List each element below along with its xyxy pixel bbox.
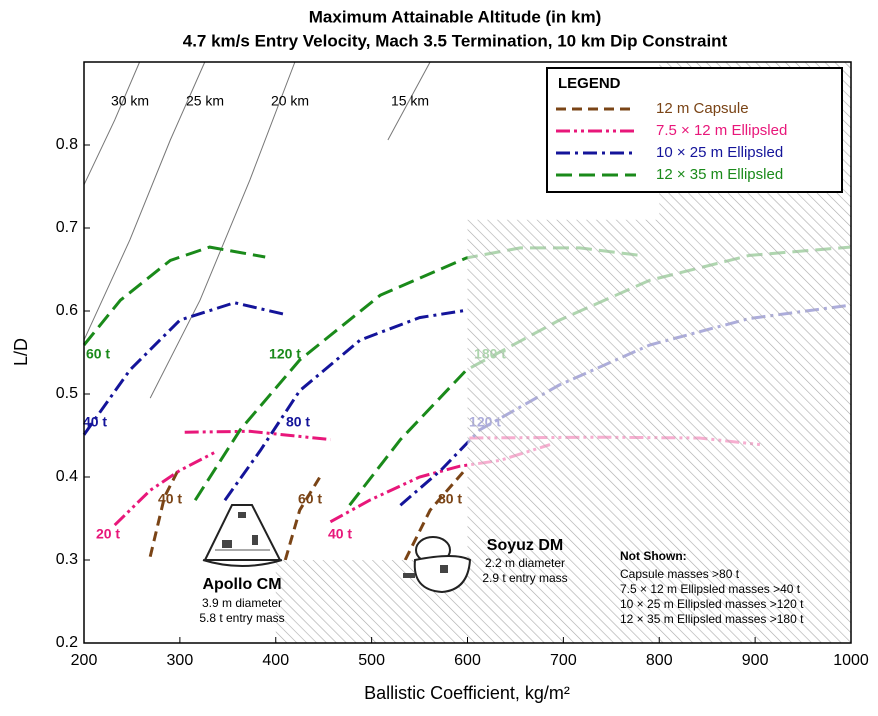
x-tick-label: 500 xyxy=(358,652,385,669)
x-tick-label: 400 xyxy=(262,652,289,669)
mass-curve xyxy=(82,301,285,436)
mass-label: 40 t xyxy=(83,414,107,430)
mass-label: 120 t xyxy=(269,346,301,362)
apollo-icon xyxy=(202,504,283,567)
not-shown-note: 7.5 × 12 m Ellipsled masses >40 t xyxy=(620,582,801,596)
mass-curve xyxy=(329,443,551,524)
y-tick-label: 0.5 xyxy=(56,385,78,402)
y-tick-label: 0.6 xyxy=(56,302,78,319)
mass-curve xyxy=(148,469,180,558)
mass-curve xyxy=(113,450,216,527)
x-axis-label: Ballistic Coefficient, kg/m² xyxy=(364,683,570,703)
contour-label: 20 km xyxy=(271,93,309,109)
contour-label: 30 km xyxy=(111,93,149,109)
altitude-contour xyxy=(83,61,206,341)
y-tick-label: 0.3 xyxy=(56,551,78,568)
legend-label: 12 m Capsule xyxy=(656,100,749,117)
mass-label: 80 t xyxy=(286,414,310,430)
legend-label: 7.5 × 12 m Ellipsled xyxy=(656,122,787,139)
altitude-contour xyxy=(387,61,431,141)
soyuz-name: Soyuz DM xyxy=(487,537,563,554)
legend-label: 10 × 25 m Ellipsled xyxy=(656,144,783,161)
legend-title: LEGEND xyxy=(558,75,621,92)
mass-curve xyxy=(82,245,266,346)
x-tick-label: 800 xyxy=(646,652,673,669)
y-tick-label: 0.7 xyxy=(56,219,78,236)
x-tick-label: 700 xyxy=(550,652,577,669)
x-tick-label: 1000 xyxy=(833,652,869,669)
legend: LEGEND 12 m Capsule 7.5 × 12 m Ellipsled 10… xyxy=(546,67,843,193)
soyuz-note: 2.2 m diameter xyxy=(485,556,565,570)
mass-label: 80 t xyxy=(438,491,462,507)
mass-label: 40 t xyxy=(328,526,352,542)
soyuz-icon xyxy=(403,536,472,594)
mass-curve xyxy=(403,469,466,561)
not-shown-note: Capsule masses >80 t xyxy=(620,567,740,581)
soyuz-note: 2.9 t entry mass xyxy=(482,571,567,585)
mass-curve xyxy=(184,429,331,442)
x-tick-label: 200 xyxy=(71,652,98,669)
mass-curve xyxy=(193,246,641,502)
not-shown-note: 10 × 25 m Ellipsled masses >120 t xyxy=(620,597,804,611)
altitude-contour xyxy=(149,61,296,399)
y-tick-label: 0.8 xyxy=(56,136,78,153)
contour-label: 25 km xyxy=(186,93,224,109)
plot-area: 30 km 25 km 20 km 15 km 40 t 60 t 80 t 20 t 40 t… xyxy=(56,61,869,669)
altitude-contour xyxy=(83,61,141,186)
apollo-note: 3.9 m diameter xyxy=(202,596,282,610)
apollo-note: 5.8 t entry mass xyxy=(199,611,284,625)
x-tick-label: 900 xyxy=(742,652,769,669)
not-shown-note: 12 × 35 m Ellipsled masses >180 t xyxy=(620,612,804,626)
apollo-name: Apollo CM xyxy=(202,576,281,593)
mass-curve xyxy=(283,476,322,561)
chart-title: Maximum Attainable Altitude (in km) xyxy=(309,7,602,26)
mass-label: 60 t xyxy=(298,491,322,507)
x-tick-label: 300 xyxy=(167,652,194,669)
legend-label: 12 × 35 m Ellipsled xyxy=(656,166,783,183)
y-tick-label: 0.4 xyxy=(56,468,78,485)
chart-subtitle: 4.7 km/s Entry Velocity, Mach 3.5 Termin… xyxy=(183,31,728,50)
mass-label: 20 t xyxy=(96,526,120,542)
contour-label: 15 km xyxy=(391,93,429,109)
mass-label: 40 t xyxy=(158,491,182,507)
not-shown-title: Not Shown: xyxy=(620,549,687,563)
x-tick-label: 600 xyxy=(454,652,481,669)
y-axis-label: L/D xyxy=(11,338,31,366)
mass-curve xyxy=(223,308,467,502)
y-tick-label: 0.2 xyxy=(56,634,78,651)
infeasible-region xyxy=(275,62,851,643)
mass-label: 60 t xyxy=(86,346,110,362)
